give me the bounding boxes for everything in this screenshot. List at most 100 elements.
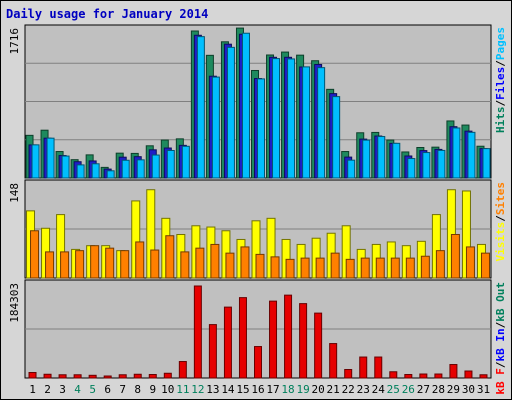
bar-pages-day-6 [106, 170, 115, 179]
bar-sites-day-6 [105, 247, 115, 279]
x-tick-label-7: 7 [119, 383, 126, 396]
bar-kb-f-day-25 [389, 371, 398, 379]
bar-pages-day-10 [166, 150, 175, 179]
bar-pages-day-20 [317, 67, 326, 179]
bar-pages-day-9 [151, 154, 160, 179]
x-tick-label-22: 22 [342, 383, 355, 396]
bar-kb-f-day-10 [163, 372, 172, 379]
bar-sites-day-3 [60, 251, 70, 279]
x-tick-label-16: 16 [251, 383, 264, 396]
bar-pages-day-30 [467, 131, 476, 179]
bar-pages-day-13 [211, 76, 220, 179]
x-tick-label-10: 10 [161, 383, 174, 396]
x-tick-label-31: 31 [477, 383, 490, 396]
bar-sites-day-25 [390, 257, 400, 279]
legend-entry: kB In [494, 328, 507, 361]
bar-pages-day-31 [482, 148, 491, 179]
bar-sites-day-12 [195, 247, 205, 279]
legend-entry: / [494, 100, 507, 107]
bar-sites-day-10 [165, 235, 175, 279]
bar-sites-day-20 [315, 257, 325, 279]
x-tick-label-6: 6 [104, 383, 111, 396]
legend-entry: kB Out [494, 282, 507, 322]
legend-entry: Visits [494, 222, 507, 262]
bar-pages-day-7 [121, 159, 130, 179]
bar-sites-day-19 [300, 257, 310, 279]
x-tick-label-9: 9 [149, 383, 156, 396]
bar-pages-day-22 [347, 159, 356, 179]
x-tick-label-4: 4 [74, 383, 81, 396]
bar-sites-day-13 [210, 243, 220, 279]
bar-pages-day-23 [362, 139, 371, 179]
bar-kb-f-day-13 [208, 324, 217, 379]
bar-pages-day-19 [302, 66, 311, 179]
bar-sites-day-23 [360, 257, 370, 279]
x-tick-label-28: 28 [432, 383, 445, 396]
bar-kb-f-day-19 [299, 303, 308, 379]
bar-sites-day-26 [405, 257, 415, 279]
x-tick-label-3: 3 [59, 383, 66, 396]
bar-pages-day-26 [407, 158, 416, 179]
bar-pages-day-4 [76, 164, 85, 179]
bar-kb-f-day-18 [284, 294, 293, 379]
x-tick-label-23: 23 [357, 383, 370, 396]
bar-pages-day-24 [377, 136, 386, 179]
x-tick-label-25: 25 [387, 383, 400, 396]
bar-sites-day-9 [150, 249, 160, 279]
y-max-label: 184303 [8, 283, 21, 323]
bar-kb-f-day-14 [223, 306, 232, 379]
x-tick-label-13: 13 [206, 383, 219, 396]
bar-kb-f-day-15 [238, 297, 247, 379]
bar-pages-day-5 [91, 163, 100, 179]
x-tick-label-19: 19 [296, 383, 309, 396]
bar-kb-f-day-23 [359, 356, 368, 379]
bar-sites-day-16 [255, 253, 265, 279]
bar-sites-day-24 [375, 257, 385, 279]
bar-kb-f-day-7 [118, 374, 127, 379]
bar-kb-f-day-30 [464, 370, 473, 379]
bar-pages-day-8 [136, 159, 145, 179]
bar-sites-day-2 [45, 251, 55, 279]
legend-entry: / [494, 321, 507, 328]
x-tick-label-21: 21 [327, 383, 340, 396]
legend-entry: / [494, 60, 507, 67]
bar-kb-f-day-27 [419, 373, 428, 379]
bar-sites-day-29 [450, 233, 460, 279]
x-tick-label-8: 8 [134, 383, 141, 396]
bar-sites-day-22 [345, 258, 355, 279]
bar-sites-day-30 [465, 246, 475, 279]
bars [25, 27, 491, 179]
bar-kb-f-day-6 [103, 375, 112, 379]
bars [28, 285, 488, 379]
bar-sites-day-28 [435, 250, 445, 279]
panel-2: 148 Visits/Sites [8, 179, 507, 279]
bar-kb-f-day-22 [344, 369, 353, 379]
x-tick-label-14: 14 [221, 383, 235, 396]
bar-kb-f-day-17 [269, 300, 278, 379]
bar-sites-day-7 [120, 250, 130, 279]
bar-kb-f-day-5 [88, 374, 97, 379]
x-tick-label-18: 18 [281, 383, 294, 396]
bar-sites-day-5 [90, 245, 100, 279]
legend-entry: Files [494, 67, 507, 100]
bar-sites-day-4 [75, 250, 85, 279]
bar-sites-day-21 [330, 252, 340, 279]
y-max-label: 1716 [8, 28, 21, 55]
x-tick-label-11: 11 [176, 383, 189, 396]
x-tick-label-30: 30 [462, 383, 475, 396]
bar-kb-f-day-16 [254, 346, 262, 379]
bar-pages-day-27 [422, 152, 431, 179]
bars [26, 189, 490, 279]
bar-kb-f-day-4 [73, 374, 82, 379]
x-tick-label-26: 26 [402, 383, 415, 396]
bar-kb-f-day-12 [193, 285, 202, 379]
panel-legend: kB F/kB In/kB Out [494, 282, 507, 395]
bar-pages-day-18 [287, 58, 296, 179]
bar-kb-f-day-20 [314, 312, 323, 379]
x-tick-label-20: 20 [312, 383, 325, 396]
bar-kb-f-day-11 [178, 361, 187, 379]
x-tick-label-5: 5 [89, 383, 96, 396]
chart-title: Daily usage for January 2014 [6, 7, 208, 21]
bar-pages-day-16 [257, 78, 265, 179]
